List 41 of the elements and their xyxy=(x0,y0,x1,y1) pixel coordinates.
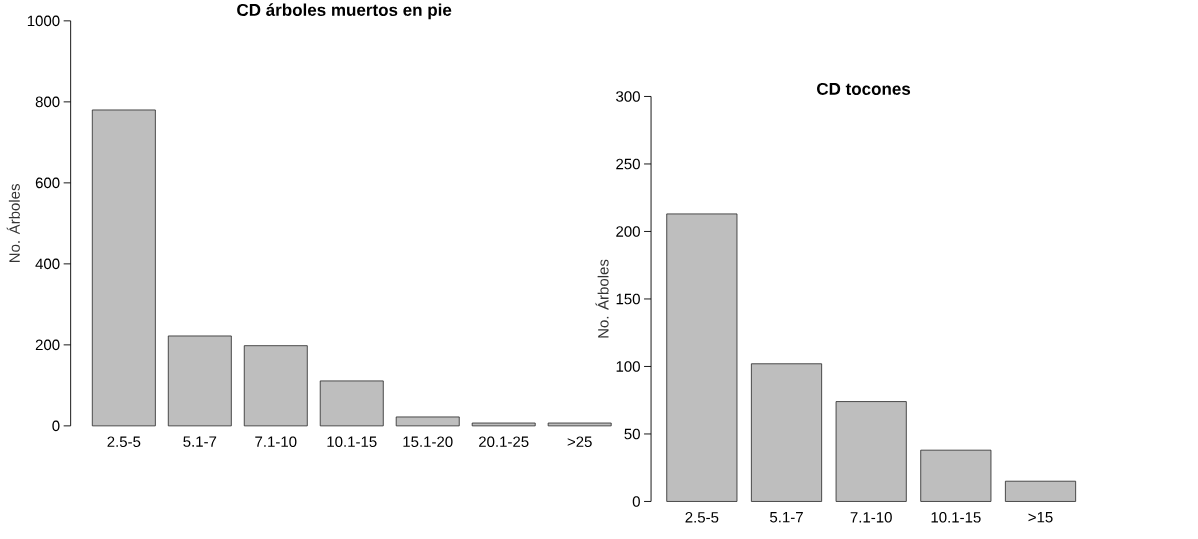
x-tick-label: 10.1-15 xyxy=(931,511,981,523)
y-tick-label: 600 xyxy=(35,177,60,189)
y-tick-label: 150 xyxy=(616,293,640,305)
x-tick-label: >15 xyxy=(1028,511,1053,523)
y-tick-label: 1000 xyxy=(27,15,60,27)
bar xyxy=(835,401,907,502)
bar xyxy=(243,345,308,427)
y-tick-label: 400 xyxy=(35,258,60,270)
bar xyxy=(750,363,823,502)
x-tick-label: 5.1-7 xyxy=(770,511,803,523)
x-tick-label: 7.1-10 xyxy=(850,511,892,523)
chart-title: CD tocones xyxy=(817,82,911,95)
x-tick-label: >25 xyxy=(567,436,592,447)
x-tick-label: 15.1-20 xyxy=(403,436,453,447)
bar xyxy=(666,213,738,502)
bar xyxy=(395,416,460,427)
bar xyxy=(471,422,536,427)
bar xyxy=(91,109,156,427)
bar xyxy=(547,422,612,427)
y-axis-title: No. Árboles xyxy=(595,259,609,338)
y-tick-label: 0 xyxy=(52,420,60,432)
bar xyxy=(319,380,384,427)
y-tick-label: 250 xyxy=(616,158,640,170)
y-tick-label: 100 xyxy=(616,361,640,372)
y-tick-label: 200 xyxy=(616,226,640,237)
bar xyxy=(920,449,992,502)
bar xyxy=(167,335,232,427)
y-tick-label: 0 xyxy=(632,496,640,507)
y-tick-label: 200 xyxy=(35,339,60,351)
y-tick-label: 300 xyxy=(616,91,640,102)
x-tick-label: 2.5-5 xyxy=(107,436,141,447)
x-tick-label: 10.1-15 xyxy=(327,436,377,447)
y-tick-label: 800 xyxy=(35,96,60,108)
x-tick-label: 2.5-5 xyxy=(685,511,719,523)
x-tick-label: 7.1-10 xyxy=(255,436,297,447)
bar xyxy=(1004,480,1077,502)
chart-title: CD árboles muertos en pie xyxy=(237,3,452,20)
x-tick-label: 20.1-25 xyxy=(479,436,529,447)
x-tick-label: 5.1-7 xyxy=(183,436,217,447)
y-axis-title: No. Árboles xyxy=(6,183,20,262)
y-tick-label: 50 xyxy=(624,428,640,440)
